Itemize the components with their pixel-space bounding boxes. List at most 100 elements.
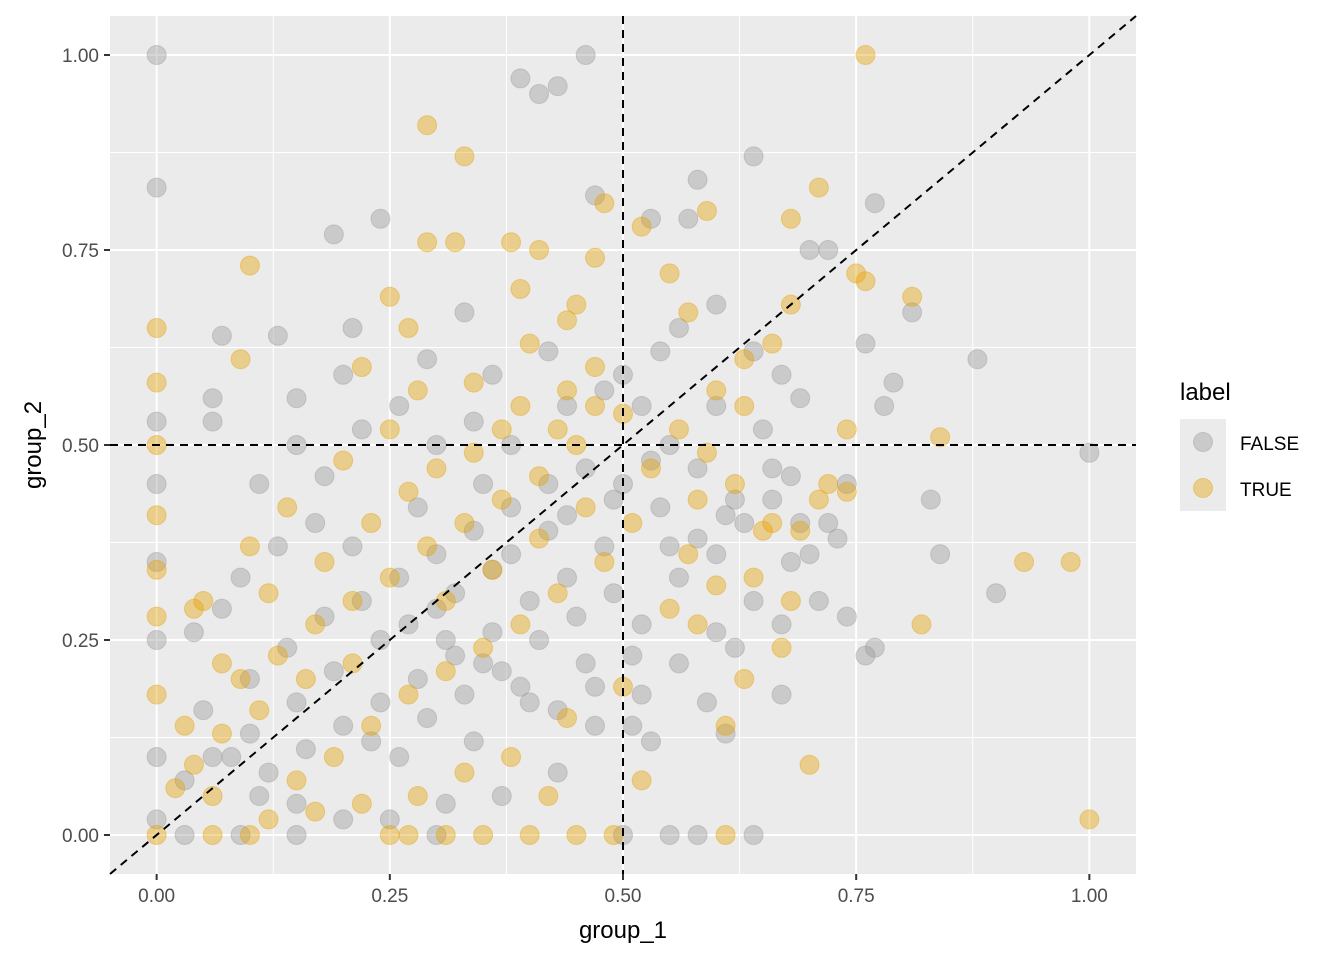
data-point-false — [250, 787, 269, 806]
data-point-false — [660, 537, 679, 556]
data-point-false — [856, 646, 875, 665]
x-tick-label: 0.75 — [838, 886, 875, 907]
data-point-false — [623, 646, 642, 665]
legend-label-true: TRUE — [1240, 480, 1292, 501]
data-point-true — [306, 802, 325, 821]
data-point-false — [781, 467, 800, 486]
data-point-true — [240, 256, 259, 275]
data-point-false — [390, 748, 409, 767]
data-point-true — [334, 451, 353, 470]
data-point-false — [287, 693, 306, 712]
data-point-false — [324, 225, 343, 244]
data-point-false — [819, 241, 838, 260]
data-point-true — [707, 381, 726, 400]
data-point-true — [781, 209, 800, 228]
data-point-true — [697, 202, 716, 221]
data-point-true — [483, 560, 502, 579]
y-axis-title: group_2 — [20, 401, 47, 489]
data-point-false — [707, 295, 726, 314]
data-point-false — [287, 794, 306, 813]
data-point-true — [147, 685, 166, 704]
data-point-true — [1015, 553, 1034, 572]
data-point-false — [763, 490, 782, 509]
data-point-true — [278, 498, 297, 517]
data-point-false — [772, 685, 791, 704]
data-point-false — [324, 662, 343, 681]
data-point-false — [147, 475, 166, 494]
data-point-true — [231, 670, 250, 689]
data-point-true — [492, 490, 511, 509]
data-point-true — [231, 350, 250, 369]
legend: label FALSE TRUE — [1180, 379, 1299, 511]
data-point-false — [175, 826, 194, 845]
data-point-true — [464, 373, 483, 392]
data-point-false — [744, 826, 763, 845]
data-point-false — [390, 397, 409, 416]
data-point-true — [455, 514, 474, 533]
data-point-true — [595, 194, 614, 213]
data-point-false — [240, 724, 259, 743]
x-tick-label: 1.00 — [1071, 886, 1108, 907]
data-point-true — [399, 685, 418, 704]
x-axis-title: group_1 — [579, 917, 667, 944]
data-point-true — [408, 787, 427, 806]
data-point-true — [520, 334, 539, 353]
data-point-true — [399, 826, 418, 845]
data-point-false — [203, 389, 222, 408]
data-point-false — [315, 467, 334, 486]
data-point-true — [595, 553, 614, 572]
data-point-false — [688, 170, 707, 189]
data-point-true — [418, 233, 437, 252]
data-point-true — [520, 826, 539, 845]
data-point-true — [464, 443, 483, 462]
data-point-false — [669, 654, 688, 673]
y-axis-ticks: 0.00 0.25 0.50 0.75 1.00 — [62, 46, 110, 847]
data-point-true — [735, 350, 754, 369]
data-point-true — [530, 241, 549, 260]
data-point-true — [837, 482, 856, 501]
data-point-false — [474, 475, 493, 494]
data-point-false — [418, 350, 437, 369]
data-point-false — [660, 826, 679, 845]
data-point-true — [688, 615, 707, 634]
data-point-true — [791, 521, 810, 540]
data-point-true — [474, 638, 493, 657]
data-point-true — [623, 514, 642, 533]
data-point-false — [921, 490, 940, 509]
data-point-false — [334, 810, 353, 829]
data-point-true — [418, 537, 437, 556]
data-point-true — [716, 716, 735, 735]
data-point-false — [548, 763, 567, 782]
data-point-true — [660, 599, 679, 618]
data-point-false — [641, 732, 660, 751]
data-point-true — [306, 615, 325, 634]
data-point-false — [623, 716, 642, 735]
data-point-true — [315, 553, 334, 572]
data-point-false — [371, 209, 390, 228]
data-point-false — [530, 631, 549, 650]
data-point-false — [464, 732, 483, 751]
data-point-true — [660, 264, 679, 283]
data-point-false — [800, 545, 819, 564]
data-point-true — [446, 233, 465, 252]
data-point-true — [259, 810, 278, 829]
data-point-false — [884, 373, 903, 392]
data-point-false — [744, 592, 763, 611]
data-point-true — [576, 498, 595, 517]
data-point-true — [800, 755, 819, 774]
data-point-false — [268, 537, 287, 556]
data-point-false — [865, 194, 884, 213]
data-point-true — [502, 233, 521, 252]
data-point-false — [800, 241, 819, 260]
data-point-false — [147, 631, 166, 650]
data-point-false — [548, 77, 567, 96]
data-point-true — [296, 670, 315, 689]
data-point-true — [716, 826, 735, 845]
data-point-false — [744, 147, 763, 166]
legend-label-false: FALSE — [1240, 434, 1299, 455]
data-point-true — [147, 560, 166, 579]
data-point-false — [343, 537, 362, 556]
data-point-true — [343, 592, 362, 611]
data-point-true — [455, 147, 474, 166]
data-point-false — [502, 545, 521, 564]
